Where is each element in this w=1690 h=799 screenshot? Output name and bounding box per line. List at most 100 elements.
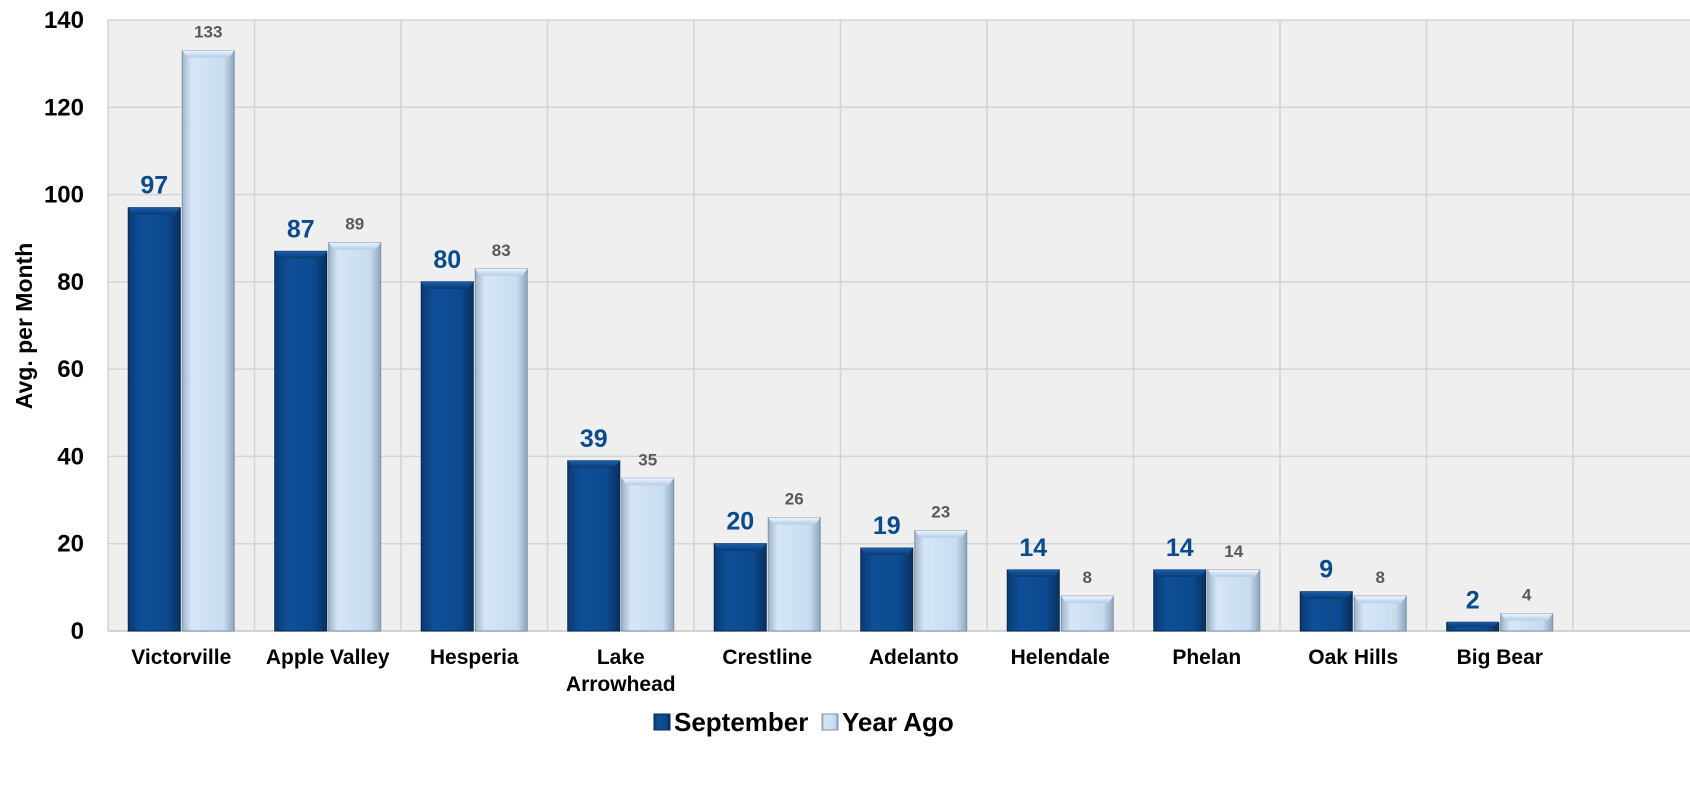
data-label-september: 20: [726, 508, 754, 536]
bar-body: [328, 242, 382, 632]
bar-bevel: [1446, 622, 1499, 627]
bar-bevel: [128, 207, 181, 215]
bar-bevel: [1354, 596, 1407, 604]
data-label-year-ago: 35: [638, 450, 657, 469]
data-label-year-ago: 89: [345, 215, 364, 234]
x-tick-label: Helendale: [1011, 646, 1110, 669]
data-label-september: 14: [1019, 534, 1047, 562]
bar-bevel: [182, 50, 235, 58]
bar-september: [860, 547, 914, 632]
legend-swatch: [653, 713, 671, 731]
y-tick-label: 40: [57, 443, 84, 470]
y-tick-label: 140: [44, 7, 84, 34]
bar-bevel: [914, 530, 967, 538]
y-tick-label: 80: [57, 269, 84, 296]
bar-body: [567, 460, 621, 632]
bar-september: [1299, 591, 1353, 632]
bar-september: [713, 543, 767, 632]
x-tick-label: Apple Valley: [266, 646, 390, 669]
data-label-september: 87: [287, 215, 315, 243]
bar-september: [127, 207, 181, 632]
bar-body: [1207, 569, 1261, 632]
x-tick-label: Crestline: [722, 646, 812, 669]
bar-september: [274, 250, 328, 632]
bar-year-ago: [767, 517, 821, 632]
data-label-year-ago: 133: [194, 23, 222, 42]
bar-september: [1006, 569, 1060, 632]
bar-body: [767, 517, 821, 632]
bar-bevel: [1153, 569, 1206, 577]
legend-swatch: [821, 713, 839, 731]
bar-bevel: [274, 251, 327, 259]
y-tick-label: 60: [57, 356, 84, 383]
bar-body: [621, 477, 675, 632]
bar-bevel: [1207, 569, 1260, 577]
bar-body: [1153, 569, 1207, 632]
bar-bevel: [1300, 591, 1353, 599]
bar-bevel: [475, 268, 528, 276]
bar-body: [420, 281, 474, 632]
data-label-year-ago: 23: [931, 503, 950, 522]
bar-body: [127, 207, 181, 632]
bar-bevel: [421, 281, 474, 289]
bar-body: [1006, 569, 1060, 632]
y-axis-title: Avg. per Month: [11, 243, 37, 410]
bar-bevel: [860, 548, 913, 556]
bar-body: [474, 268, 528, 632]
bar-body: [860, 547, 914, 632]
bar-september: [1446, 621, 1500, 632]
bar-bevel: [1500, 613, 1553, 621]
bar-year-ago: [1500, 613, 1554, 632]
y-tick-label: 20: [57, 531, 84, 558]
data-label-september: 9: [1319, 556, 1333, 584]
y-tick-label: 100: [44, 182, 84, 209]
bars: [127, 50, 1554, 632]
bar-year-ago: [621, 477, 675, 632]
bar-september: [420, 281, 474, 632]
bar-year-ago: [181, 50, 235, 632]
x-tick-label: Oak Hills: [1308, 646, 1398, 669]
bar-year-ago: [1060, 595, 1114, 632]
bar-body: [181, 50, 235, 632]
bar-september: [1153, 569, 1207, 632]
bar-body: [713, 543, 767, 632]
bar-bevel: [621, 478, 674, 486]
data-label-september: 39: [580, 425, 608, 453]
y-tick-label: 120: [44, 94, 84, 121]
legend-item: Year Ago: [821, 707, 954, 737]
bar-body: [914, 530, 968, 632]
bar-bevel: [768, 517, 821, 525]
x-axis: Victorville Apple Valley Hesperia Lake Arrow…: [131, 646, 1543, 696]
legend-label: September: [674, 707, 808, 737]
data-label-september: 97: [140, 172, 168, 200]
y-axis: 0 20 40 60 80 100 120 140: [44, 7, 84, 645]
x-tick-label: Victorville: [131, 646, 231, 669]
x-tick-label: Adelanto: [869, 646, 959, 669]
bar-bevel: [1061, 596, 1114, 604]
bar-body: [274, 250, 328, 632]
x-tick-label: Big Bear: [1457, 646, 1543, 669]
data-label-september: 80: [433, 246, 461, 274]
bar-september: [567, 460, 621, 632]
data-label-september: 19: [873, 512, 901, 540]
bar-bevel: [328, 242, 381, 250]
bar-bevel: [567, 460, 620, 468]
bar-year-ago: [914, 530, 968, 632]
data-label-year-ago: 26: [785, 490, 804, 509]
x-tick-label: Lake Arrowhead: [566, 646, 676, 696]
legend-label: Year Ago: [842, 707, 954, 737]
bar-year-ago: [328, 242, 382, 632]
y-tick-label: 0: [71, 618, 84, 645]
data-label-year-ago: 4: [1522, 586, 1532, 605]
data-label-year-ago: 14: [1224, 542, 1243, 561]
bar-year-ago: [1207, 569, 1261, 632]
bar-bevel: [714, 543, 767, 551]
x-tick-label: Phelan: [1172, 646, 1241, 669]
bar-year-ago: [1353, 595, 1407, 632]
data-labels: 97 133 87 89 80 83 39 35 20 26 19 23 14 8 14 14 9 8 2 4: [140, 23, 1532, 615]
data-label-september: 14: [1166, 534, 1194, 562]
data-label-year-ago: 83: [492, 241, 511, 260]
data-label-year-ago: 8: [1376, 568, 1385, 587]
